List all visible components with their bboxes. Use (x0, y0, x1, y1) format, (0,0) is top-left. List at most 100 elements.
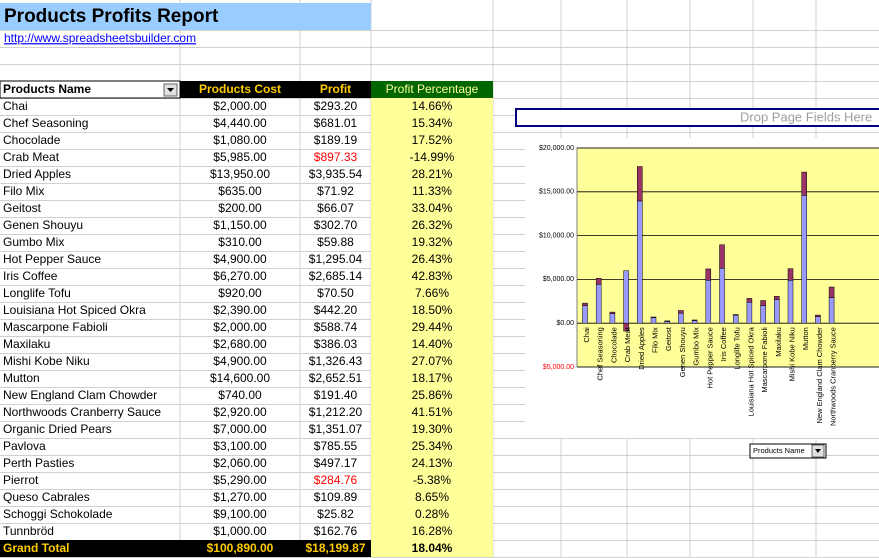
bar (787, 280, 794, 324)
column-header: Products Name (3, 82, 91, 96)
cell-text: $4,900.00 (213, 252, 267, 266)
cell-text: Mishi Kobe Niku (3, 354, 90, 368)
cell-text: $1,295.04 (309, 252, 363, 266)
cell-text: 11.33% (412, 184, 452, 198)
cell-text: $1,080.00 (213, 133, 267, 147)
cell-text: $386.03 (314, 337, 358, 351)
x-tick-label: Chocolade (609, 327, 618, 363)
cell-text: $497.17 (314, 456, 358, 470)
cell-text: Chai (3, 99, 28, 113)
cell-text: $681.01 (314, 116, 358, 130)
cell-text: $2,000.00 (213, 99, 267, 113)
cell-text: Geitost (3, 201, 42, 215)
cell-text: $2,680.00 (213, 337, 267, 351)
bar (650, 317, 657, 324)
cell-text: $588.74 (314, 320, 358, 334)
total-row (0, 540, 371, 557)
bar (774, 296, 780, 300)
cell-text: Tunnbröd (3, 524, 54, 538)
cell-text: 16.28% (412, 524, 453, 538)
cell-text: $1,212.20 (309, 405, 363, 419)
cell-text: $1,326.43 (309, 354, 363, 368)
column-header: Profit (320, 82, 351, 96)
cell-text: Mutton (3, 371, 40, 385)
bar (678, 312, 684, 324)
y-tick-label: $0.00 (556, 320, 574, 327)
cell-text: $5,985.00 (213, 150, 267, 164)
bar (595, 278, 602, 285)
cell-text: 33.04% (412, 201, 453, 215)
bar (623, 322, 629, 332)
cell-text: $920.00 (218, 286, 262, 300)
bar (760, 305, 766, 324)
cell-text: $293.20 (314, 99, 358, 113)
cell-text: $70.50 (317, 286, 354, 300)
cell-text: Grand Total (3, 541, 69, 555)
bar (774, 299, 780, 324)
x-tick-label: Northwoods Cranberry Sauce (829, 327, 838, 426)
cell-text: 25.34% (412, 439, 453, 453)
cell-text: 19.30% (412, 422, 453, 436)
cell-text: $9,100.00 (213, 507, 267, 521)
cell-text: $100,890.00 (207, 541, 274, 555)
cell-text: $1,150.00 (213, 218, 267, 232)
cell-text: Filo Mix (3, 184, 44, 198)
bar (705, 280, 712, 324)
cell-text: $18,199.87 (305, 541, 365, 555)
cell-text: $2,390.00 (213, 303, 267, 317)
pivot-chart: Drop Page Fields Here $5,000.00 $0.00 $5,00… (515, 108, 879, 459)
field-button[interactable] (749, 443, 827, 459)
y-tick-label: $10,000.00 (539, 232, 574, 239)
table: Products Name Products Cost Profit Profit P… (0, 80, 493, 557)
bar (719, 244, 725, 269)
cell-text: $191.40 (314, 388, 358, 402)
cell-text: $25.82 (317, 507, 354, 521)
y-tick-label: $15,000.00 (539, 189, 574, 196)
x-tick-label: Mutton (801, 327, 810, 350)
cell-text: $109.89 (314, 490, 358, 504)
cell-text: 29.44% (412, 320, 453, 334)
bar (637, 166, 643, 202)
cell-text: Pavlova (3, 439, 46, 453)
cell-text: Dried Apples (3, 167, 71, 181)
cell-text: 14.40% (412, 337, 453, 351)
bar (678, 310, 684, 314)
cell-text: $14,600.00 (210, 371, 270, 385)
cell-text: $2,652.51 (309, 371, 363, 385)
cell-text: $785.55 (314, 439, 358, 453)
percent-column (371, 98, 493, 540)
cell-text: 19.32% (412, 235, 453, 249)
cell-text: $7,000.00 (213, 422, 267, 436)
y-tick-label: $5,000.00 (543, 364, 574, 371)
cell-text: -5.38% (413, 473, 451, 487)
bar (801, 195, 807, 324)
cell-text: 17.52% (412, 133, 453, 147)
cell-text: 18.04% (412, 541, 453, 555)
cell-text: $635.00 (218, 184, 262, 198)
website-link[interactable]: http://www.spreadsheetsbuilder.com (4, 31, 196, 45)
cell-text: 42.83% (412, 269, 453, 283)
cell-text: 26.43% (412, 252, 453, 266)
bar (732, 314, 739, 316)
cell-text: $442.20 (314, 303, 358, 317)
x-tick-label: Filo Mix (650, 327, 659, 353)
x-tick-label: Longlife Tofu (733, 327, 742, 369)
cell-text: $302.70 (314, 218, 358, 232)
x-tick-label: Dried Apples (637, 327, 646, 370)
cell-text: $310.00 (218, 235, 262, 249)
cell-text: $162.76 (314, 524, 358, 538)
bar (650, 316, 657, 318)
cell-text: Queso Cabrales (3, 490, 90, 504)
cell-text: $2,060.00 (213, 456, 267, 470)
cell-text: $13,950.00 (210, 167, 270, 181)
dropdown-arrow (167, 88, 174, 92)
cell-text: $2,000.00 (213, 320, 267, 334)
cell-text: Louisiana Hot Spiced Okra (3, 303, 146, 317)
cell-text: $1,000.00 (213, 524, 267, 538)
cell-text: Chef Seasoning (3, 116, 88, 130)
cell-text: Pierrot (3, 473, 39, 487)
cell-text: 25.86% (412, 388, 453, 402)
header-cell (180, 81, 371, 98)
cell-text: $740.00 (218, 388, 262, 402)
